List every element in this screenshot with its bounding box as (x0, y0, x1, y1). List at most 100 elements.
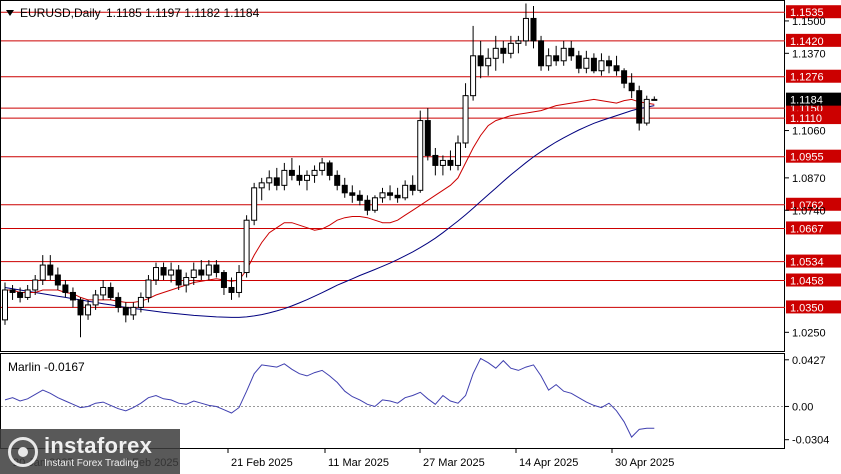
level-tag-label: 1.0955 (790, 152, 824, 164)
candle-body (492, 47, 499, 59)
candle-body (417, 120, 424, 191)
candle-body (273, 177, 280, 186)
candle-body (530, 17, 537, 42)
oscillator-plot[interactable] (1, 357, 785, 438)
level-tag (786, 69, 841, 83)
current-price-label: 1.1184 (790, 95, 823, 107)
candle-body (220, 272, 227, 288)
level-tag (786, 254, 841, 268)
candle-body (432, 154, 439, 166)
chart-header: EURUSD,Daily 1.1185 1.1197 1.1182 1.1184 (6, 6, 260, 20)
candle-body (32, 279, 39, 291)
candle-body (47, 264, 54, 276)
candle-body (643, 98, 650, 124)
current-price-tag (786, 92, 841, 106)
watermark: instaforex Instant Forex Trading (0, 429, 180, 474)
price-plot[interactable] (1, 3, 785, 338)
candle-body (553, 55, 560, 62)
candle-body (470, 55, 477, 97)
level-tag-label: 1.0350 (790, 302, 824, 314)
candle-body (409, 184, 416, 191)
candle-body (477, 55, 484, 67)
level-tag (786, 149, 841, 163)
candle-body (364, 199, 371, 211)
ohlc-readout: 1.1185 1.1197 1.1182 1.1184 (106, 6, 260, 20)
candle-body (387, 192, 394, 196)
candle-body (606, 60, 612, 67)
candle-body (160, 267, 167, 276)
indicator-panel-frame (0, 353, 785, 449)
candle-body (228, 286, 235, 293)
candle-body (122, 306, 129, 316)
candle-body (371, 197, 378, 211)
candle-body (522, 17, 529, 42)
marlin-line (4, 357, 655, 438)
candle-body (394, 194, 401, 199)
candle-body (24, 289, 31, 298)
time-tick-label: 21 Feb 2025 (231, 457, 293, 469)
candle-body (583, 57, 590, 69)
candle-body (258, 182, 265, 189)
candle-body (356, 194, 363, 201)
level-tag (786, 197, 841, 211)
oscillator-tick-label: 0.0427 (792, 355, 826, 367)
candle-body (69, 291, 76, 301)
candle-body (349, 192, 356, 196)
watermark-brand: instaforex (44, 432, 153, 458)
slow-ma-line (4, 105, 655, 318)
candle-body (304, 174, 310, 181)
candle-body (334, 174, 341, 186)
candle-body (107, 286, 114, 298)
candle-body (311, 169, 318, 176)
candle-body (236, 272, 243, 293)
candle-body (17, 291, 24, 298)
level-tag-label: 1.1110 (790, 113, 822, 125)
fast-ma-line (5, 98, 655, 303)
candle-body (326, 162, 333, 176)
candle-body (288, 169, 295, 176)
candle-body (205, 264, 212, 276)
price-tick-label: 1.1370 (792, 48, 826, 60)
level-tag (786, 273, 841, 287)
level-tag (786, 5, 841, 19)
candle-body (243, 219, 250, 274)
time-tick-label: 30 Apr 2025 (615, 457, 674, 469)
candle-body (485, 57, 492, 67)
candle-body (636, 90, 643, 124)
collapse-triangle-icon[interactable] (6, 10, 14, 16)
price-panel-frame (0, 0, 785, 352)
level-tag (786, 33, 841, 47)
candle-body (538, 40, 545, 67)
candle-body (628, 82, 635, 92)
candle-body (379, 192, 386, 199)
candle-body (507, 42, 514, 54)
candle-body (568, 47, 575, 57)
candle-body (213, 264, 220, 274)
candle-body (462, 95, 469, 144)
candle-body (54, 274, 61, 286)
candle-body (590, 57, 597, 72)
candle-body (455, 142, 461, 166)
watermark-tagline: Instant Forex Trading (44, 457, 139, 469)
candle-body (402, 184, 409, 199)
candle-body (92, 294, 99, 306)
price-tick-label: 1.1060 (792, 126, 826, 138)
candle-body (145, 279, 152, 298)
candle-body (515, 40, 522, 44)
instaforex-logo-icon (8, 436, 38, 467)
oscillator-tick-label: 0.00 (792, 401, 813, 413)
candle-body (281, 169, 288, 186)
candle-body (153, 267, 159, 281)
candle-body (183, 277, 190, 286)
candle-body (560, 47, 567, 62)
candle-body (621, 70, 628, 84)
price-axis: 1.15351.14201.12761.11501.11101.09551.07… (785, 5, 841, 339)
level-tag-label: 1.0534 (790, 257, 824, 269)
level-tag-label: 1.1535 (790, 7, 824, 19)
candle-body (190, 269, 197, 279)
candle-body (613, 65, 620, 72)
level-tag-label: 1.1276 (790, 72, 824, 84)
price-tick-label: 1.0250 (792, 327, 826, 339)
